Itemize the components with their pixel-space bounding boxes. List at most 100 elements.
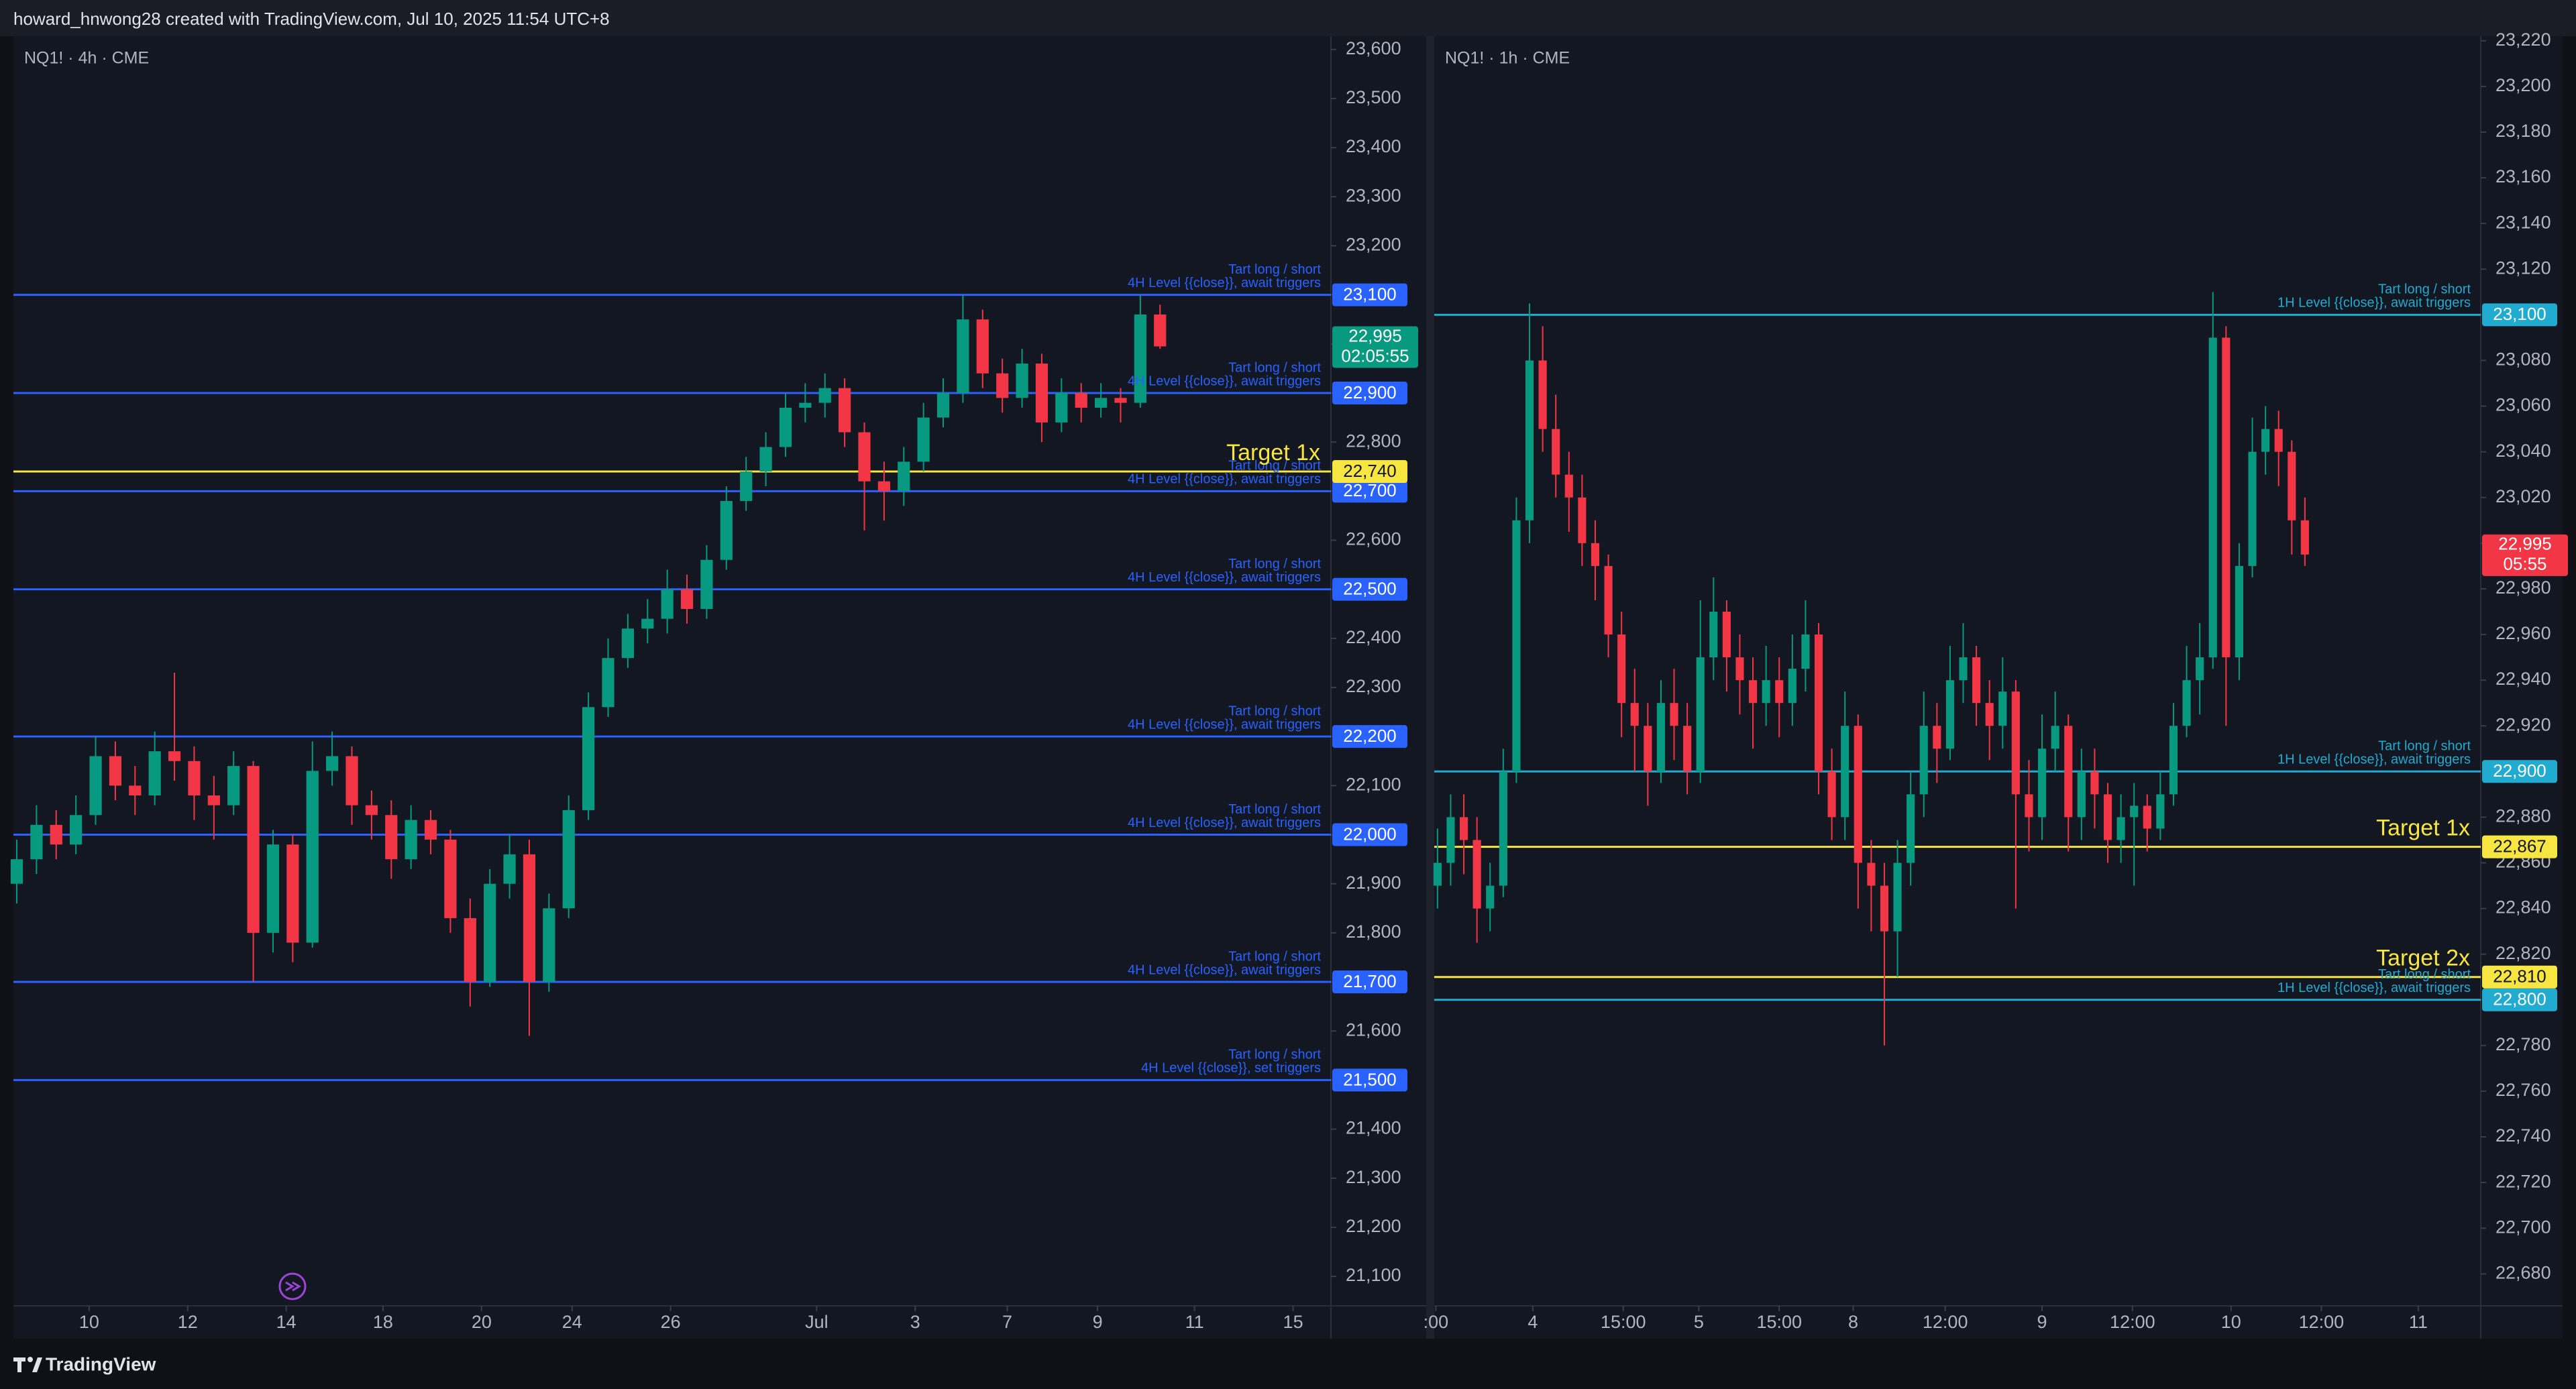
footer-brand: TradingView [46, 1353, 156, 1374]
candle-body [1472, 840, 1481, 909]
candle-body [2064, 726, 2073, 818]
y-tick-label: 23,140 [2496, 212, 2551, 232]
x-tick-label: :00 [1424, 1312, 1449, 1332]
candle-body [405, 820, 417, 860]
level-note: 1H Level {{close}}, await triggers [2277, 753, 2471, 767]
candle-body [1696, 657, 1705, 772]
candle-body [345, 756, 358, 805]
y-tick-label: 22,920 [2496, 714, 2551, 734]
candle-body [168, 751, 181, 761]
y-tick-label: 23,120 [2496, 258, 2551, 278]
price-label: 23,100 [1343, 284, 1397, 304]
price-label-box [1332, 460, 1407, 484]
y-tick-label: 23,500 [1346, 87, 1401, 107]
candle-body [917, 417, 930, 462]
candle-body [2261, 429, 2270, 452]
candle-body [503, 854, 516, 884]
candle-body [1907, 794, 1915, 863]
level-note: Tart long / short [1228, 557, 1321, 571]
candle-body [1959, 657, 1968, 681]
y-tick-label: 22,780 [2496, 1034, 2551, 1054]
level-note: 4H Level {{close}}, await triggers [1128, 816, 1321, 830]
price-label-box [1332, 970, 1407, 994]
candle-body [1644, 726, 1652, 772]
candle-body [1552, 429, 1560, 475]
x-tick-label: 7 [1002, 1312, 1012, 1332]
candle-body [1656, 703, 1666, 772]
candle-body [227, 766, 240, 805]
y-tick-label: 21,100 [1346, 1265, 1401, 1285]
y-tick-label: 22,700 [2496, 1217, 2551, 1237]
last-price-box [1332, 326, 1418, 368]
y-tick-label: 23,180 [2496, 121, 2551, 141]
x-tick-label: 10 [2221, 1312, 2241, 1332]
level-note: Tart long / short [1228, 704, 1321, 718]
y-tick-label: 21,600 [1346, 1019, 1401, 1040]
price-label-box [2482, 835, 2557, 858]
candle-body [1945, 680, 1955, 749]
x-tick-label: 14 [276, 1312, 297, 1332]
candle-body [1985, 703, 1994, 726]
y-tick-label: 22,600 [1346, 529, 1401, 549]
candle-body [2208, 337, 2217, 658]
y-tick-label: 22,760 [2496, 1080, 2551, 1100]
candle-body [2248, 451, 2257, 566]
y-tick-label: 22,960 [2496, 623, 2551, 643]
candle-body [1460, 817, 1468, 840]
y-tick-label: 21,800 [1346, 922, 1401, 942]
x-tick-label: 10 [79, 1312, 99, 1332]
price-label: 22,000 [1343, 824, 1397, 844]
candle-body [1670, 703, 1678, 726]
level-note: Tart long / short [1228, 459, 1321, 474]
candle-body [1512, 520, 1521, 772]
y-tick-label: 23,040 [2496, 441, 2551, 461]
candle-body [1775, 680, 1784, 704]
y-tick-label: 21,200 [1346, 1216, 1401, 1236]
candle-body [1114, 398, 1127, 403]
candle-body [779, 407, 792, 447]
y-tick-label: 22,880 [2496, 806, 2551, 826]
replay-icon[interactable] [278, 1272, 307, 1300]
x-tick-label: 12:00 [2110, 1312, 2155, 1332]
candle-body [898, 461, 910, 492]
y-tick-label: 21,400 [1346, 1118, 1401, 1138]
candle-body [740, 471, 753, 501]
candle-body [2169, 726, 2178, 795]
candle-body [976, 319, 989, 374]
candle-body [188, 761, 201, 795]
target-label: Target 1x [1226, 440, 1320, 465]
candle-body [286, 844, 299, 943]
y-tick-label: 22,100 [1346, 774, 1401, 794]
x-tick-label: 26 [661, 1312, 681, 1332]
candle-body [148, 751, 161, 795]
y-tick-label: 23,080 [2496, 349, 2551, 370]
price-label: 22,700 [1343, 480, 1397, 500]
level-note: Tart long / short [1228, 1048, 1321, 1062]
candle-body [2077, 771, 2086, 818]
candle-body [1630, 703, 1639, 726]
level-note: 1H Level {{close}}, await triggers [2277, 981, 2471, 995]
y-tick-label: 21,300 [1346, 1167, 1401, 1187]
level-note: Tart long / short [1228, 802, 1321, 817]
y-tick-label: 21,900 [1346, 873, 1401, 893]
candle-body [2222, 337, 2231, 658]
price-label: 22,800 [2493, 989, 2546, 1009]
candle-body [543, 908, 555, 983]
candle-body [1972, 657, 1981, 704]
price-label: 23,100 [2493, 304, 2546, 324]
candle-body [1854, 726, 1862, 863]
candle-body [1867, 863, 1876, 886]
candle-body [602, 658, 614, 708]
price-label: 22,810 [2493, 966, 2546, 987]
candle-body [2090, 771, 2099, 795]
chart-symbol: NQ1! · 1h · CME [1445, 49, 1570, 68]
candle-body [484, 883, 496, 983]
level-note: 4H Level {{close}}, await triggers [1128, 962, 1321, 977]
price-label-box [2482, 965, 2557, 989]
level-note: 4H Level {{close}}, await triggers [1128, 374, 1321, 388]
candle-body [1075, 392, 1087, 408]
x-tick-label: 9 [1093, 1312, 1103, 1332]
candle-body [2274, 429, 2283, 452]
candle-body [1094, 398, 1108, 408]
footer-bar [0, 1339, 2576, 1389]
